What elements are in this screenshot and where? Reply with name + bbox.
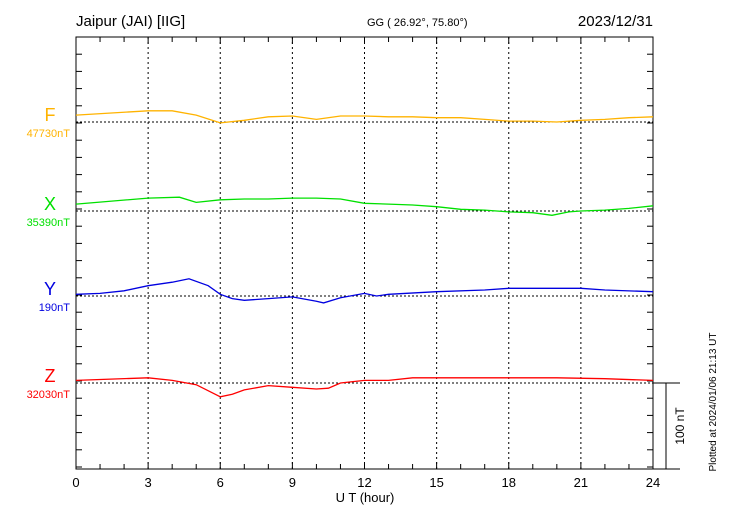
scale-bar: 100 nT	[653, 382, 687, 470]
series-line-y	[75, 278, 654, 304]
coords-label: GG ( 26.92°, 75.80°)	[367, 17, 468, 29]
series-baseline-x: 35390nT	[27, 217, 71, 229]
x-axis-label: U T (hour)	[336, 490, 395, 505]
x-tick-label: 12	[357, 475, 371, 490]
x-tick-label: 18	[502, 475, 516, 490]
series-baseline-z: 32030nT	[27, 389, 71, 401]
series-line-f	[75, 110, 654, 124]
series-name-z: Z	[45, 366, 56, 386]
date-label: 2023/12/31	[578, 13, 653, 30]
scale-bar-label: 100 nT	[673, 407, 687, 445]
series-baseline-y: 190nT	[39, 302, 70, 314]
x-tick-label: 9	[289, 475, 296, 490]
series-name-x: X	[44, 194, 56, 214]
series-name-y: Y	[44, 279, 56, 299]
station-title: Jaipur (JAI) [IIG]	[76, 13, 185, 30]
x-tick-label: 3	[145, 475, 152, 490]
x-tick-label: 15	[429, 475, 443, 490]
series-baseline-f: 47730nT	[27, 128, 71, 140]
x-tick-label: 24	[646, 475, 660, 490]
series-line-z	[75, 377, 654, 398]
x-tick-label: 0	[72, 475, 79, 490]
series-line-x	[75, 196, 654, 216]
x-tick-label: 21	[574, 475, 588, 490]
plotted-at-note: Plotted at 2024/01/06 21:13 UT	[708, 333, 719, 472]
series-name-f: F	[45, 105, 56, 125]
x-tick-label: 6	[217, 475, 224, 490]
